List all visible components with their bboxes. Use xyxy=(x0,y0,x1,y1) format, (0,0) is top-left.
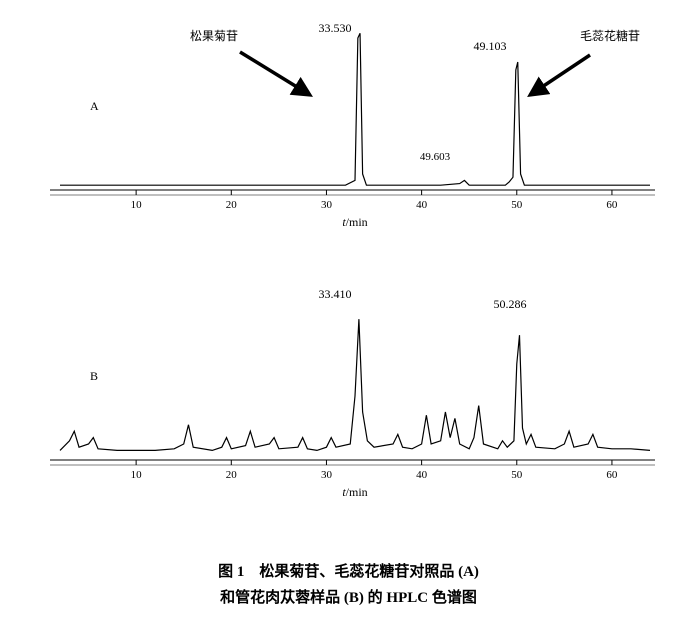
figure-container: 10 20 30 40 50 60 t/min A 33.530 49.103 49.603 松果菊苷… xyxy=(0,0,697,633)
caption-line-2: 和管花肉苁蓉样品 (B) 的 HPLC 色谱图 xyxy=(0,586,697,607)
svg-text:50: 50 xyxy=(511,469,522,481)
svg-text:50.286: 50.286 xyxy=(494,297,527,311)
svg-text:49.103: 49.103 xyxy=(474,39,507,53)
chart-b: 10 20 30 40 50 60 t/min B 33.410 50.286 xyxy=(20,280,670,510)
svg-text:50: 50 xyxy=(511,199,522,211)
svg-text:40: 40 xyxy=(416,199,428,211)
svg-text:60: 60 xyxy=(606,469,618,481)
svg-text:40: 40 xyxy=(416,469,428,481)
svg-text:60: 60 xyxy=(606,199,618,211)
svg-text:A: A xyxy=(90,99,99,113)
svg-text:20: 20 xyxy=(226,199,238,211)
svg-text:10: 10 xyxy=(131,469,143,481)
svg-text:t/min: t/min xyxy=(342,485,367,499)
svg-text:49.603: 49.603 xyxy=(420,151,451,163)
chart-a: 10 20 30 40 50 60 t/min A 33.530 49.103 49.603 松果菊苷… xyxy=(20,10,670,240)
svg-text:33.530: 33.530 xyxy=(319,21,352,35)
svg-text:毛蕊花糖苷: 毛蕊花糖苷 xyxy=(580,28,640,43)
svg-text:t/min: t/min xyxy=(342,215,367,229)
svg-text:10: 10 xyxy=(131,199,143,211)
svg-text:30: 30 xyxy=(321,469,333,481)
svg-text:20: 20 xyxy=(226,469,238,481)
svg-text:B: B xyxy=(90,369,98,383)
svg-text:33.410: 33.410 xyxy=(319,287,352,301)
svg-text:松果菊苷: 松果菊苷 xyxy=(190,29,238,43)
svg-text:30: 30 xyxy=(321,199,333,211)
caption-line-1: 图 1 松果菊苷、毛蕊花糖苷对照品 (A) xyxy=(0,560,697,581)
